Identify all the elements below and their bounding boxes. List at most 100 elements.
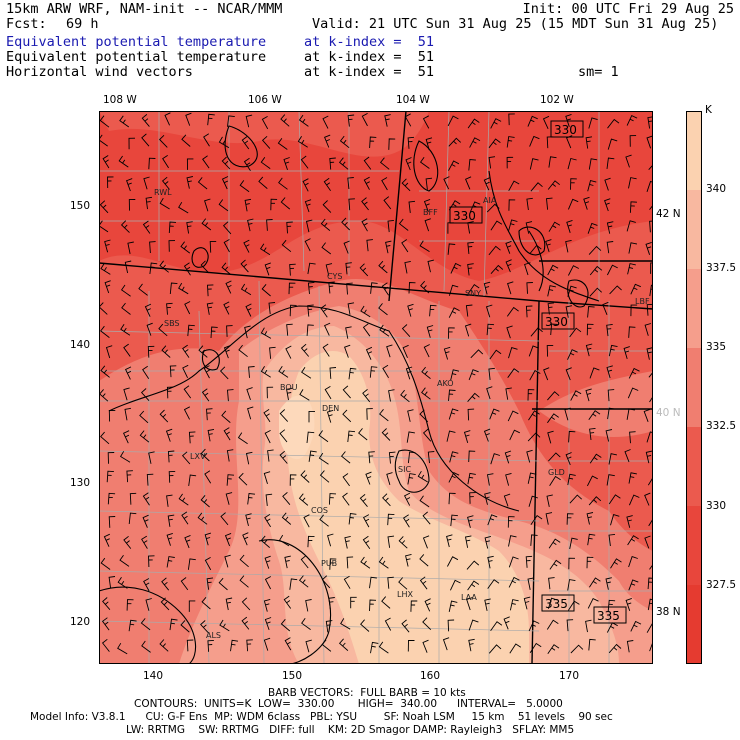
wind-barb bbox=[450, 262, 462, 274]
wind-barb bbox=[569, 494, 583, 504]
wind-barb bbox=[183, 385, 192, 399]
wind-barb bbox=[567, 198, 579, 210]
wind-barb bbox=[567, 349, 578, 360]
wind-barb bbox=[402, 514, 410, 528]
wind-barb bbox=[303, 514, 310, 528]
wind-barb bbox=[221, 410, 231, 423]
wind-barb bbox=[241, 597, 251, 611]
wind-barb bbox=[363, 176, 370, 190]
wind-barb bbox=[425, 177, 433, 190]
wind-barb bbox=[384, 617, 392, 631]
wind-barb bbox=[117, 642, 128, 655]
wind-barb bbox=[526, 282, 533, 294]
wind-barb bbox=[382, 493, 391, 507]
lon-label-106w: 106 W bbox=[248, 94, 282, 106]
wind-barb bbox=[142, 514, 149, 528]
wind-barb bbox=[245, 303, 252, 317]
wind-barb bbox=[504, 450, 512, 464]
wind-barb bbox=[146, 322, 153, 336]
wind-barb bbox=[547, 285, 556, 297]
wind-barb bbox=[589, 265, 603, 276]
wind-barb bbox=[286, 387, 293, 401]
wind-barb bbox=[143, 578, 150, 592]
wind-barb bbox=[263, 598, 271, 612]
wind-barb bbox=[547, 430, 554, 444]
wind-barb bbox=[158, 323, 168, 337]
wind-barb bbox=[628, 494, 640, 506]
wind-barb bbox=[298, 114, 309, 127]
wind-barb bbox=[201, 597, 211, 610]
wind-barb bbox=[307, 281, 315, 294]
wind-barb bbox=[488, 156, 496, 169]
station-cos: COS bbox=[311, 506, 328, 515]
wind-barb bbox=[527, 432, 541, 442]
wind-barb bbox=[467, 221, 474, 234]
wind-barb bbox=[283, 157, 290, 171]
wind-barb bbox=[339, 135, 350, 149]
wind-barb bbox=[266, 219, 273, 231]
wind-barb bbox=[568, 600, 580, 611]
wind-barb bbox=[181, 511, 189, 525]
wind-barb bbox=[161, 176, 170, 190]
wind-barb bbox=[100, 263, 111, 275]
wind-barb bbox=[646, 180, 653, 193]
wind-barb bbox=[204, 470, 212, 484]
wind-barb bbox=[449, 451, 459, 463]
wind-barb bbox=[166, 386, 174, 399]
wind-barb bbox=[400, 389, 410, 403]
wind-barb bbox=[307, 262, 316, 275]
wind-barb bbox=[388, 138, 396, 150]
wind-barb bbox=[543, 367, 550, 381]
wind-barb bbox=[565, 239, 572, 253]
wind-barb bbox=[463, 430, 471, 444]
wind-barb bbox=[162, 155, 169, 169]
wind-barb bbox=[99, 134, 108, 147]
station-sic: SIC bbox=[398, 465, 411, 474]
wind-barb bbox=[321, 575, 331, 589]
shade-330-east bbox=[539, 371, 653, 437]
wind-barb bbox=[142, 492, 150, 506]
wind-barb bbox=[547, 264, 559, 276]
wind-barb bbox=[506, 156, 514, 169]
map-plot: 330 330 330 335 335 RWL BFF AIA CYS SNY … bbox=[99, 111, 653, 664]
wind-barb bbox=[363, 156, 372, 170]
wind-barb bbox=[223, 427, 231, 441]
wind-barb bbox=[449, 579, 461, 591]
wind-barb bbox=[450, 514, 458, 527]
wind-barb bbox=[421, 366, 431, 379]
wind-barb bbox=[120, 220, 130, 233]
wind-barb bbox=[264, 576, 272, 590]
wind-barb bbox=[123, 535, 132, 549]
wind-barb bbox=[243, 157, 251, 172]
wind-barb bbox=[145, 598, 152, 611]
wind-barb bbox=[490, 118, 502, 129]
wind-barb bbox=[206, 302, 214, 315]
wind-barb bbox=[527, 577, 534, 590]
wind-barb bbox=[607, 599, 616, 612]
wind-barb bbox=[484, 535, 492, 549]
wind-barb bbox=[467, 408, 475, 421]
wind-barb bbox=[324, 134, 331, 148]
wind-barb bbox=[324, 386, 332, 400]
wind-barb bbox=[143, 176, 150, 190]
wind-barb bbox=[320, 304, 328, 318]
wind-barb bbox=[608, 344, 618, 357]
lon-label-104w: 104 W bbox=[396, 94, 430, 106]
wind-barb bbox=[644, 535, 651, 549]
wind-barb bbox=[105, 345, 113, 359]
wind-barb bbox=[128, 199, 136, 211]
wind-barb bbox=[263, 637, 271, 651]
wind-barb bbox=[286, 323, 293, 336]
wind-barb bbox=[188, 474, 197, 486]
wind-barb bbox=[602, 301, 609, 315]
wind-barb bbox=[182, 364, 189, 378]
wind-barb bbox=[264, 514, 271, 528]
wind-barb bbox=[483, 177, 490, 191]
wind-barb bbox=[488, 367, 495, 380]
wind-barb bbox=[629, 431, 636, 444]
station-laa: LAA bbox=[461, 593, 477, 602]
wind-barb bbox=[119, 554, 130, 567]
wind-barb bbox=[546, 494, 553, 507]
wind-barb bbox=[624, 449, 631, 463]
wind-barb bbox=[346, 282, 353, 295]
